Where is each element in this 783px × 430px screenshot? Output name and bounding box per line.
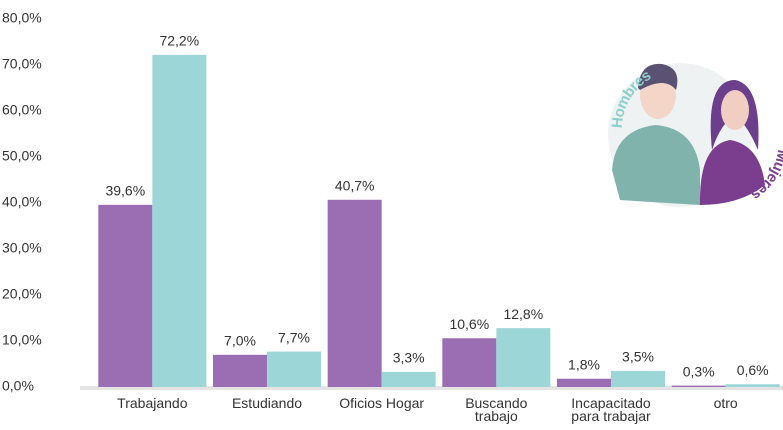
bar (557, 378, 611, 387)
bar (611, 370, 665, 387)
y-tick-label: 80,0% (2, 10, 42, 26)
bar (496, 328, 551, 387)
bar (98, 204, 153, 387)
y-tick-label: 70,0% (2, 56, 42, 72)
y-tick-label: 0,0% (2, 378, 34, 394)
data-label: 3,5% (622, 349, 654, 365)
legend-illustration: Hombres Mujeres (608, 63, 783, 207)
y-tick-label: 20,0% (2, 286, 42, 302)
data-label: 10,6% (449, 316, 489, 332)
y-tick-label: 30,0% (2, 240, 42, 256)
x-tick-label: Estudiando (231, 395, 303, 411)
bar (327, 199, 382, 387)
bar (725, 384, 780, 387)
data-label: 1,8% (568, 356, 600, 372)
data-label: 7,0% (224, 333, 256, 349)
bar (213, 354, 267, 387)
data-label: 0,3% (683, 363, 715, 379)
bar (152, 54, 207, 387)
y-tick-label: 40,0% (2, 194, 42, 210)
y-tick-label: 10,0% (2, 332, 42, 348)
bar (442, 338, 497, 387)
x-tick-label: Trabajando (117, 395, 188, 411)
x-tick-label: otro (713, 395, 738, 411)
data-label: 0,6% (737, 362, 769, 378)
data-label: 7,7% (278, 329, 310, 345)
y-tick-label: 50,0% (2, 148, 42, 164)
x-tick-label: Oficios Hogar (339, 395, 425, 411)
data-label: 3,3% (393, 350, 425, 366)
bar (671, 385, 726, 387)
data-label: 72,2% (159, 33, 199, 49)
baseline (80, 386, 783, 390)
data-label: 40,7% (335, 177, 375, 193)
bar (267, 351, 321, 387)
bar (381, 371, 436, 387)
x-tick-label: Incapacitado para trabajar (571, 395, 651, 424)
y-tick-label: 60,0% (2, 102, 42, 118)
x-tick-label: Buscando trabajo (465, 395, 528, 424)
data-label: 12,8% (503, 306, 543, 322)
data-label: 39,6% (105, 183, 145, 199)
